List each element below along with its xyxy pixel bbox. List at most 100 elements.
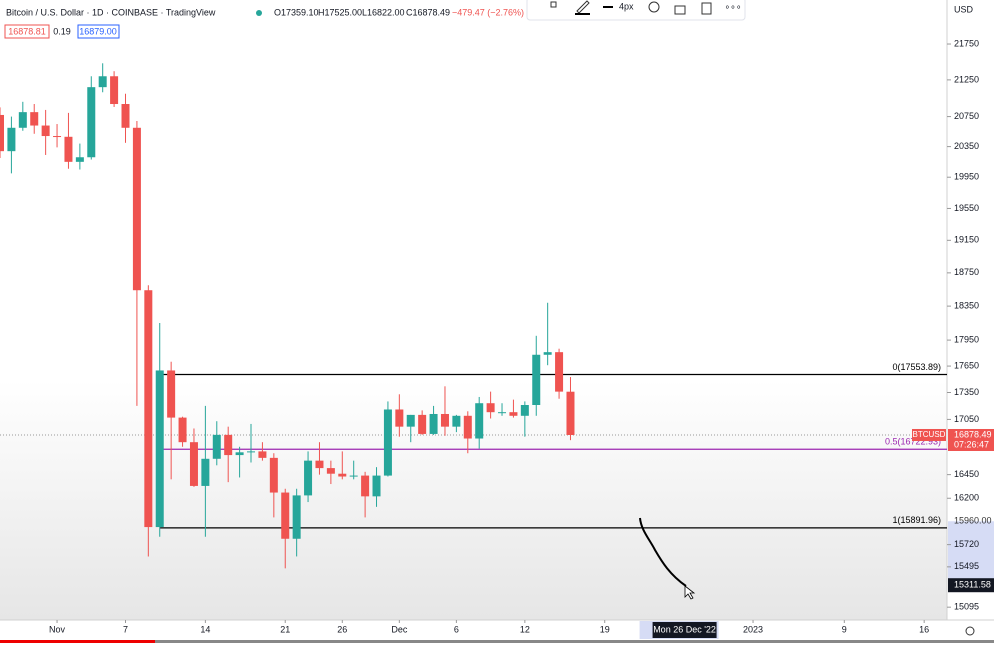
plot xyxy=(0,63,947,569)
candle-body xyxy=(383,409,392,476)
candle-body xyxy=(167,370,176,418)
spread: 0.19 xyxy=(53,26,71,36)
candle-body xyxy=(315,460,324,469)
candle-body xyxy=(281,492,290,539)
y-tick-label: 15720 xyxy=(954,539,979,549)
y-tick-label: 19950 xyxy=(954,172,979,182)
last-price-box xyxy=(948,428,994,451)
candle-body xyxy=(326,468,335,474)
y-tick-label: 19150 xyxy=(954,235,979,245)
crosshair-price-label: 15311.58 xyxy=(954,580,991,590)
icon-color-swatch xyxy=(575,13,590,15)
fib-label: 0(17553.89) xyxy=(892,362,941,372)
x-tick-label: 26 xyxy=(337,624,347,634)
candle-body xyxy=(543,352,552,355)
symbol-label: BTCUSD xyxy=(913,430,946,439)
x-tick-label: 9 xyxy=(842,624,847,634)
candle-body xyxy=(509,412,518,416)
toolbar-box xyxy=(526,0,746,21)
bid-box xyxy=(4,24,50,39)
symbol-box xyxy=(912,428,946,441)
ohlc-close: C16878.49 xyxy=(406,7,450,17)
x-tick-label: 6 xyxy=(454,624,459,634)
y-tick-label: 18350 xyxy=(954,300,979,310)
toolbar-width[interactable]: 4px xyxy=(619,1,634,11)
candle-body xyxy=(555,352,564,392)
candle-body xyxy=(110,76,119,105)
icon-width[interactable] xyxy=(603,6,613,8)
candle-body xyxy=(429,413,438,434)
currency[interactable]: USD xyxy=(954,4,974,14)
candle-body xyxy=(566,391,575,435)
icon-lock[interactable] xyxy=(674,5,686,15)
candle-body xyxy=(532,354,541,406)
icon-color[interactable] xyxy=(576,0,590,14)
candle-body xyxy=(121,104,130,128)
candle-body xyxy=(372,475,381,497)
y-tick-label: 21750 xyxy=(954,38,979,48)
candle-body xyxy=(18,112,27,128)
y-tick-label: 17650 xyxy=(954,360,979,370)
progress-track xyxy=(0,640,994,643)
x-tick-label: Dec xyxy=(391,624,408,634)
price-selection-band xyxy=(948,521,994,586)
icon-templates[interactable] xyxy=(550,1,557,8)
fib-label: 1(15891.96) xyxy=(892,515,941,525)
progress-bar xyxy=(0,640,155,643)
candle-body xyxy=(0,114,4,152)
candle-body xyxy=(452,415,461,427)
countdown-label: 07:26:47 xyxy=(954,439,989,449)
candle-body xyxy=(224,434,233,456)
chart-title: Bitcoin / U.S. Dollar · 1D · COINBASE · … xyxy=(6,7,216,17)
candle-body xyxy=(7,127,16,152)
candle-body xyxy=(53,136,62,138)
candle-body xyxy=(406,414,415,427)
hand-drawing xyxy=(639,517,687,587)
icon-more[interactable]: ∘∘∘ xyxy=(725,1,742,11)
candle-body xyxy=(132,127,141,291)
candle-body xyxy=(349,475,358,477)
x-tick-label: 12 xyxy=(520,624,530,634)
y-tick-label: 21250 xyxy=(954,74,979,84)
candle-body xyxy=(155,370,164,528)
crosshair-date-label: Mon 26 Dec '22 xyxy=(653,624,716,634)
y-tick-label: 16200 xyxy=(954,493,979,503)
x-tick-label: 21 xyxy=(280,624,290,634)
candle-body xyxy=(520,405,529,416)
y-tick-label: 20350 xyxy=(954,141,979,151)
x-tick-label: 2023 xyxy=(743,624,763,634)
ohlc-change: −479.47 (−2.76%) xyxy=(452,7,524,17)
x-tick-label: Nov xyxy=(49,624,66,634)
selection-price-label: 15960.00 xyxy=(954,516,992,526)
icon-delete[interactable] xyxy=(701,2,712,15)
bid-price: 16878.81 xyxy=(8,26,46,36)
candle-body xyxy=(463,415,472,439)
y-tick-label: 15495 xyxy=(954,561,979,571)
candle-body xyxy=(87,87,96,158)
y-tick-label: 18750 xyxy=(954,267,979,277)
ohlc-open: O17359.10 xyxy=(274,7,319,17)
icon-settings[interactable] xyxy=(648,1,660,13)
candle-body xyxy=(440,413,449,427)
candle-body xyxy=(64,136,73,162)
axis-settings[interactable] xyxy=(965,626,975,636)
candle-body xyxy=(235,452,244,456)
candle-body xyxy=(258,451,267,458)
background-shade xyxy=(0,380,947,620)
candle-body xyxy=(418,414,427,434)
candle-body xyxy=(144,290,153,528)
fib-label: 0.5(16722.93) xyxy=(885,437,941,447)
ask-price: 16879.00 xyxy=(79,26,117,36)
candle-body xyxy=(41,125,50,137)
x-tick-label: 19 xyxy=(600,624,610,634)
candle-body xyxy=(30,112,39,126)
candle-body xyxy=(212,434,221,459)
candle-body xyxy=(395,409,404,427)
candle-body xyxy=(247,451,256,453)
y-tick-label: 15095 xyxy=(954,602,979,612)
x-tick-label: 14 xyxy=(200,624,210,634)
candle-body xyxy=(475,403,484,439)
x-tick-label: 16 xyxy=(919,624,929,634)
crosshair-date-box xyxy=(652,622,717,638)
